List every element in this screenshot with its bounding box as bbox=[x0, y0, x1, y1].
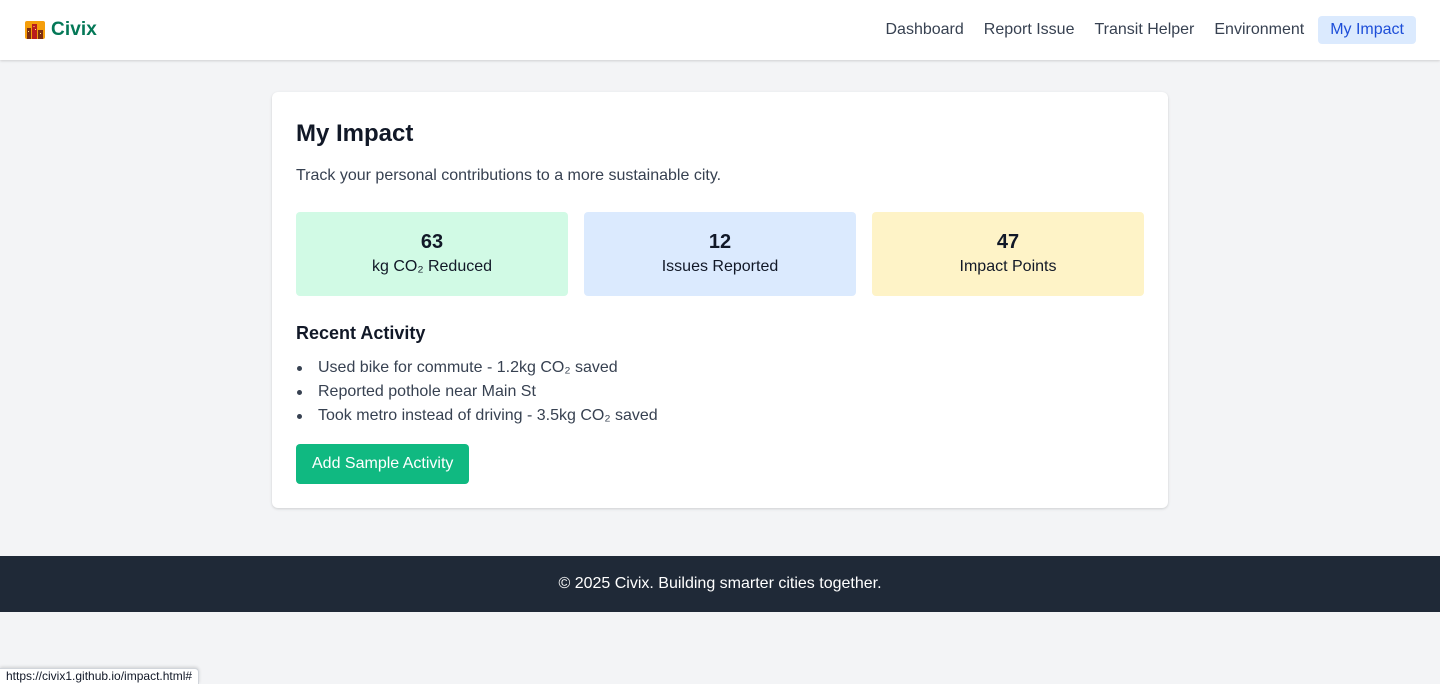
list-item: Reported pothole near Main St bbox=[296, 380, 658, 404]
brand-home-link[interactable]: Civix bbox=[25, 19, 97, 41]
impact-card: My Impact Track your personal contributi… bbox=[272, 92, 1168, 508]
nav-my-impact[interactable]: My Impact bbox=[1318, 16, 1416, 44]
nav-report-issue[interactable]: Report Issue bbox=[983, 21, 1075, 38]
brand-name: Civix bbox=[51, 19, 97, 40]
footer: © 2025 Civix. Building smarter cities to… bbox=[0, 556, 1440, 612]
page-title: My Impact bbox=[296, 120, 414, 147]
city-buildings-icon bbox=[25, 21, 45, 39]
nav-transit-helper[interactable]: Transit Helper bbox=[1094, 21, 1195, 38]
stat-value: 63 bbox=[420, 231, 444, 253]
add-sample-activity-button[interactable]: Add Sample Activity bbox=[296, 444, 470, 484]
stats-row: 63 kg CO₂ Reduced 12 Issues Reported 47 … bbox=[296, 212, 1144, 296]
top-navbar: Civix Dashboard Report Issue Transit Hel… bbox=[0, 0, 1440, 60]
stat-issues-reported: 12 Issues Reported bbox=[584, 212, 856, 296]
footer-text: © 2025 Civix. Building smarter cities to… bbox=[558, 575, 882, 592]
stat-impact-points: 47 Impact Points bbox=[872, 212, 1144, 296]
stat-value: 12 bbox=[708, 231, 732, 253]
list-item: Used bike for commute - 1.2kg CO₂ saved bbox=[296, 356, 658, 380]
list-item: Took metro instead of driving - 3.5kg CO… bbox=[296, 404, 658, 428]
status-bar-url: https://civix1.github.io/impact.html# bbox=[0, 668, 200, 684]
stat-co2-reduced: 63 kg CO₂ Reduced bbox=[296, 212, 568, 296]
activity-list: Used bike for commute - 1.2kg CO₂ saved … bbox=[296, 356, 658, 428]
nav-environment[interactable]: Environment bbox=[1214, 21, 1305, 38]
stat-label: Impact Points bbox=[959, 258, 1057, 275]
nav-dashboard[interactable]: Dashboard bbox=[885, 21, 964, 38]
page-subtitle: Track your personal contributions to a m… bbox=[296, 167, 722, 184]
main-nav: Dashboard Report Issue Transit Helper En… bbox=[879, 16, 1416, 44]
recent-activity-title: Recent Activity bbox=[296, 323, 426, 343]
stat-label: kg CO₂ Reduced bbox=[371, 258, 493, 275]
stat-value: 47 bbox=[996, 231, 1020, 253]
stat-label: Issues Reported bbox=[661, 258, 779, 275]
